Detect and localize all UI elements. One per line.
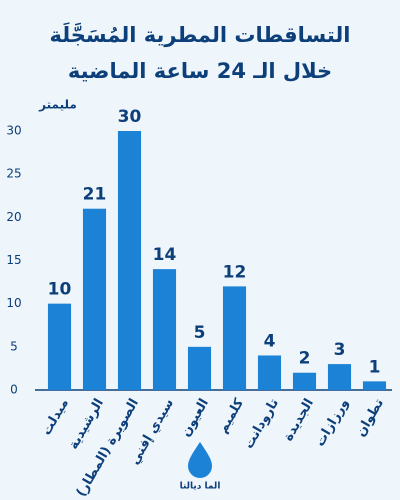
bar bbox=[257, 355, 282, 390]
bar bbox=[292, 372, 317, 390]
value-label: 14 bbox=[153, 245, 177, 265]
logo-text: الما ديالنا bbox=[180, 482, 221, 492]
bar bbox=[82, 208, 107, 390]
y-tick-label: 25 bbox=[6, 167, 21, 181]
value-label: 3 bbox=[334, 340, 346, 360]
bar bbox=[47, 303, 72, 390]
bar bbox=[117, 131, 142, 390]
value-label: 21 bbox=[83, 185, 107, 205]
value-label: 10 bbox=[48, 280, 72, 300]
value-label: 30 bbox=[118, 107, 142, 127]
bar bbox=[327, 364, 352, 390]
value-label: 12 bbox=[223, 262, 247, 282]
y-tick-label: 5 bbox=[10, 339, 18, 353]
chart-title: التساقطات المطرية المُسَجَّلَة bbox=[49, 21, 350, 47]
chart-subtitle: خلال الـ 24 ساعة الماضية bbox=[68, 59, 332, 83]
value-label: 2 bbox=[299, 349, 311, 369]
logo-drop bbox=[188, 442, 212, 478]
y-axis-label: مليمتر bbox=[38, 98, 77, 112]
value-label: 5 bbox=[194, 323, 206, 343]
value-label: 4 bbox=[264, 331, 276, 351]
value-label: 1 bbox=[369, 357, 381, 377]
y-tick-label: 30 bbox=[6, 124, 21, 138]
y-tick-label: 15 bbox=[6, 253, 21, 267]
logo: الما ديالنا bbox=[180, 442, 221, 492]
bar bbox=[362, 381, 387, 390]
bar bbox=[222, 286, 247, 390]
y-tick-label: 10 bbox=[6, 296, 21, 310]
bar bbox=[187, 346, 212, 390]
bar bbox=[152, 269, 177, 390]
y-tick-label: 20 bbox=[6, 210, 21, 224]
y-tick-label: 0 bbox=[10, 383, 18, 397]
